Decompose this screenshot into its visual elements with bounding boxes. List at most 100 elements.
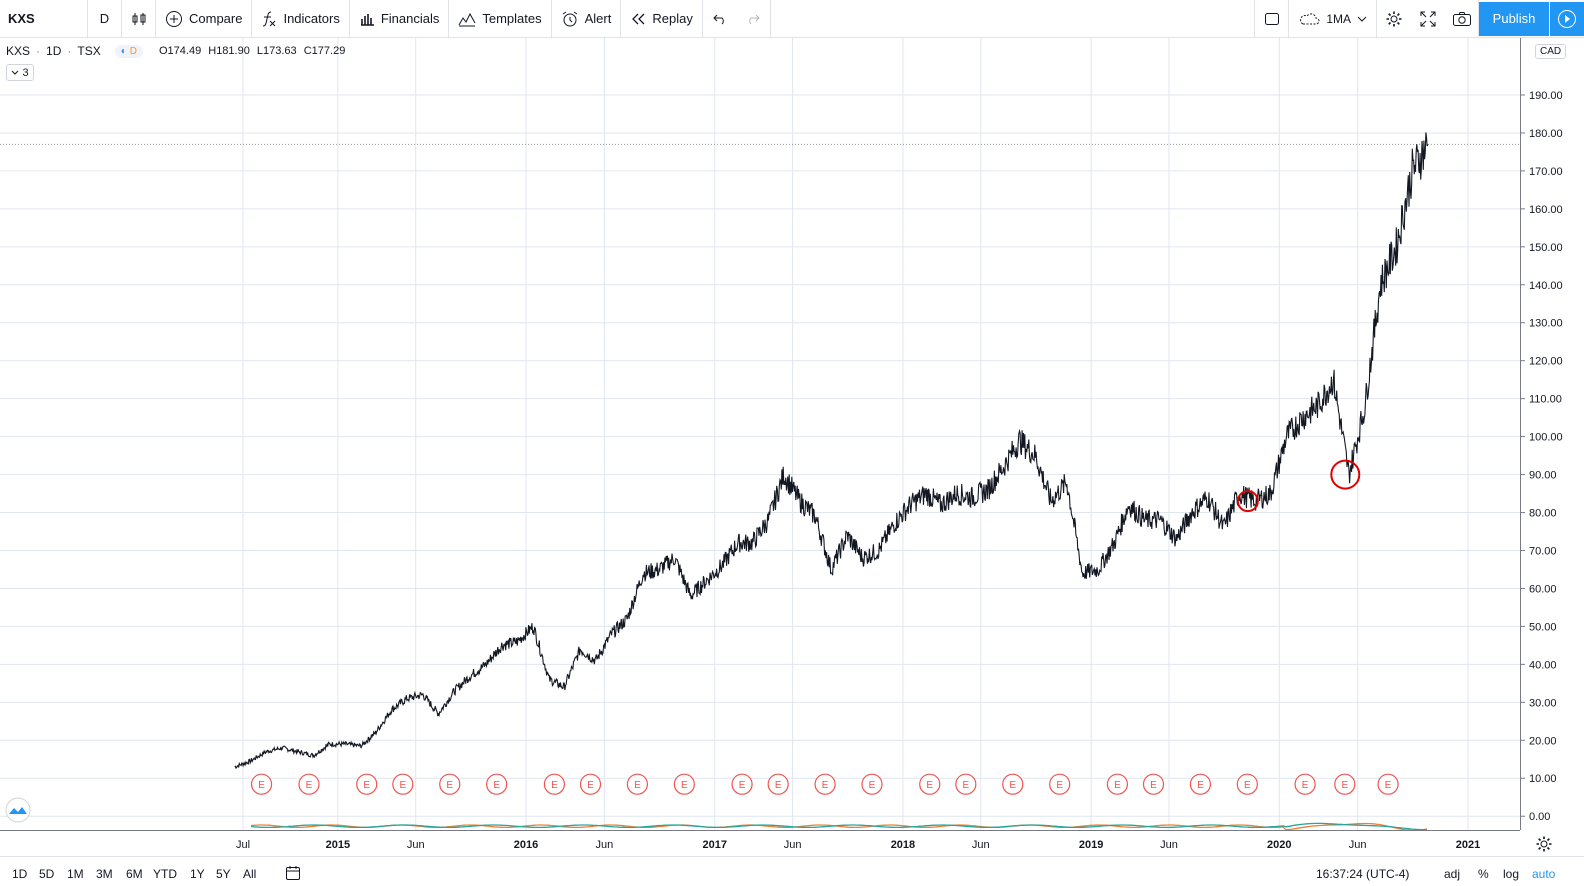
templates-icon <box>458 12 476 26</box>
gear-icon <box>1386 11 1402 26</box>
earnings-marker <box>356 773 378 795</box>
market-status-badge: ◐ D <box>114 44 143 58</box>
range-1d[interactable]: 1D <box>12 867 28 881</box>
redo-button[interactable] <box>737 0 771 38</box>
range-3m[interactable]: 3M <box>96 867 113 881</box>
watermark-logo-circle <box>5 797 31 823</box>
price-tick-label: 30.00 <box>1529 697 1557 709</box>
range-5d[interactable]: 5D <box>39 867 55 881</box>
compare-button[interactable]: Compare <box>156 0 253 38</box>
indicators-label: Indicators <box>283 11 340 26</box>
indicator-line-teal <box>250 822 1428 830</box>
earnings-marker <box>1002 773 1024 795</box>
compare-label: Compare <box>189 11 243 26</box>
candles-icon <box>132 12 145 25</box>
publish-options-button[interactable] <box>1550 1 1584 36</box>
time-tick-label: 2019 <box>1079 839 1103 851</box>
earnings-marker <box>439 773 461 795</box>
percent-toggle[interactable]: % <box>1478 867 1489 881</box>
currency-label[interactable]: CAD <box>1535 44 1567 59</box>
range-all[interactable]: All <box>243 867 257 881</box>
layout-button[interactable]: 1MA <box>1288 0 1377 38</box>
time-tick-label: Jul <box>236 839 250 851</box>
plus-circle-icon <box>166 10 182 27</box>
chart-style-button[interactable] <box>122 0 156 38</box>
adj-toggle[interactable]: adj <box>1444 867 1461 881</box>
undo-button[interactable] <box>703 0 737 38</box>
chevron-down-icon <box>12 70 19 75</box>
rewind-icon <box>632 13 645 24</box>
half-moon-icon: ◐ <box>120 45 127 57</box>
camera-icon <box>1452 11 1471 26</box>
time-tick-label: 2018 <box>891 839 915 851</box>
time-scale[interactable]: Jul 2015 Jun 2016 Jun 2017 Jun 2018 Jun 2019 Jun 20… <box>0 830 1520 856</box>
price-tick-label: 190.00 <box>1529 90 1563 102</box>
publish-button[interactable]: Publish <box>1479 1 1549 36</box>
open-value: O174.49 <box>158 45 202 57</box>
earnings-marker <box>1106 773 1129 795</box>
price-tick-label: 70.00 <box>1529 545 1557 557</box>
play-circle-icon <box>1558 9 1576 28</box>
highlight-circle <box>1330 459 1361 490</box>
legend-collapse-button[interactable]: 3 <box>6 64 34 81</box>
range-1m[interactable]: 1M <box>67 867 84 881</box>
delayed-badge-label: D <box>129 45 137 57</box>
legend-dot-2: · <box>67 44 72 58</box>
watermark-logo-icon <box>9 807 27 814</box>
calendar-icon <box>286 866 300 880</box>
earnings-marker-label: E <box>258 780 265 791</box>
fullscreen-button[interactable] <box>1411 0 1445 38</box>
range-6m[interactable]: 6M <box>126 867 143 881</box>
earnings-marker-label: E <box>1150 780 1157 791</box>
templates-button[interactable]: Templates <box>449 0 552 38</box>
indicators-button[interactable]: Indicators <box>252 0 350 38</box>
earnings-marker-label: E <box>634 780 641 791</box>
replay-button[interactable]: Replay <box>621 0 703 38</box>
price-scale[interactable]: CAD 190.00 180.00 170.00 160.00 150.00 140.00… <box>1520 38 1584 830</box>
symbol-label: KXS <box>8 11 35 26</box>
earnings-marker <box>955 773 977 795</box>
function-icon <box>263 11 276 26</box>
scale-settings-gear-icon[interactable] <box>1535 835 1553 853</box>
price-tick-label: 10.00 <box>1529 773 1557 785</box>
legend-dot: · <box>36 44 41 58</box>
earnings-marker-label: E <box>926 780 933 791</box>
earnings-marker <box>1049 773 1071 795</box>
earnings-marker <box>579 773 602 795</box>
earnings-marker <box>543 773 566 795</box>
price-tick-label: 170.00 <box>1529 166 1563 178</box>
alarm-clock-icon <box>562 11 577 26</box>
range-1y[interactable]: 1Y <box>190 867 205 881</box>
earnings-marker <box>1334 773 1356 795</box>
expand-icon <box>1420 11 1436 26</box>
go-to-date-button[interactable] <box>285 865 301 884</box>
financials-button[interactable]: Financials <box>350 0 450 38</box>
snapshot-button[interactable] <box>1445 0 1479 38</box>
legend-exchange: TSX <box>77 44 101 58</box>
chevron-down-icon <box>1357 16 1367 22</box>
alert-button[interactable]: Alert <box>552 0 622 38</box>
settings-button[interactable] <box>1377 0 1411 38</box>
fullscreen-layout-button[interactable] <box>1254 0 1288 38</box>
earnings-marker-label: E <box>363 780 370 791</box>
bottom-bar: 1D 5D 1M 3M 6M YTD 1Y 5Y All 16:37:24 (U… <box>0 856 1584 886</box>
earnings-marker-label: E <box>1009 780 1016 791</box>
price-tick-label: 60.00 <box>1529 583 1557 595</box>
price-tick-label: 180.00 <box>1529 128 1563 140</box>
time-tick-label: 2016 <box>514 839 538 851</box>
clock[interactable]: 16:37:24 (UTC-4) <box>1316 867 1410 881</box>
earnings-marker-label: E <box>587 780 594 791</box>
log-toggle[interactable]: log <box>1503 867 1520 881</box>
earnings-marker <box>919 773 941 795</box>
earnings-marker <box>1142 773 1165 795</box>
earnings-marker <box>767 773 789 795</box>
auto-toggle[interactable]: auto <box>1532 867 1556 881</box>
range-5y[interactable]: 5Y <box>216 867 231 881</box>
publish-label: Publish <box>1492 11 1536 26</box>
time-tick-label: Jun <box>784 839 802 851</box>
time-tick-label: 2015 <box>326 839 350 851</box>
symbol-search-button[interactable]: KXS <box>0 0 88 38</box>
range-ytd[interactable]: YTD <box>153 867 177 881</box>
interval-button[interactable]: D <box>88 0 122 38</box>
